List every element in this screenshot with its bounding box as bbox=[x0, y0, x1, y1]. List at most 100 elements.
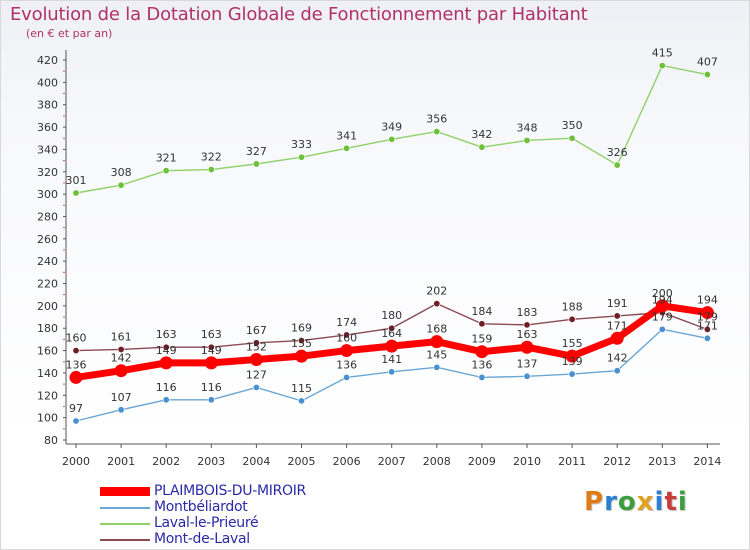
legend-label-plaimbois: PLAIMBOIS-DU-MIROIR bbox=[154, 483, 306, 499]
y-tick-label: 160 bbox=[37, 345, 58, 358]
data-point-plaimbois-du-miroir bbox=[159, 356, 173, 370]
data-point-mont-de-laval bbox=[388, 324, 396, 332]
y-tick-label: 260 bbox=[37, 233, 58, 246]
data-point-laval-le-prieure bbox=[433, 128, 441, 136]
data-label-plaimbois-du-miroir: 160 bbox=[336, 332, 357, 345]
data-label-montbeliardot: 179 bbox=[652, 310, 673, 323]
data-label-laval-le-prieure: 326 bbox=[607, 146, 628, 159]
data-point-plaimbois-du-miroir bbox=[610, 331, 624, 345]
data-point-montbeliardot bbox=[207, 396, 215, 404]
logo-letter: t bbox=[664, 487, 678, 517]
data-label-mont-de-laval: 194 bbox=[652, 294, 673, 307]
data-point-laval-le-prieure bbox=[568, 134, 576, 142]
data-label-plaimbois-du-miroir: 163 bbox=[517, 328, 538, 341]
x-tick-label: 2001 bbox=[107, 455, 135, 468]
data-point-laval-le-prieure bbox=[297, 153, 305, 161]
data-point-mont-de-laval bbox=[568, 315, 576, 323]
chart-title: Evolution de la Dotation Globale de Fonc… bbox=[10, 4, 588, 25]
data-point-plaimbois-du-miroir bbox=[655, 299, 669, 313]
x-tick-label: 2007 bbox=[378, 455, 406, 468]
x-tick-label: 2012 bbox=[603, 455, 631, 468]
data-label-montbeliardot: 141 bbox=[381, 353, 402, 366]
data-label-laval-le-prieure: 308 bbox=[111, 166, 132, 179]
data-label-plaimbois-du-miroir: 171 bbox=[607, 319, 628, 332]
data-point-laval-le-prieure bbox=[72, 189, 80, 197]
data-label-laval-le-prieure: 301 bbox=[66, 174, 87, 187]
data-point-montbeliardot bbox=[658, 325, 666, 333]
data-label-plaimbois-du-miroir: 200 bbox=[652, 287, 673, 300]
x-tick-label: 2013 bbox=[648, 455, 676, 468]
data-label-mont-de-laval: 183 bbox=[517, 306, 538, 319]
data-point-plaimbois-du-miroir bbox=[520, 340, 534, 354]
logo-letter: r bbox=[604, 487, 618, 517]
x-tick-label: 2005 bbox=[288, 455, 316, 468]
legend-swatch-mont-de-laval bbox=[100, 539, 150, 541]
data-label-laval-le-prieure: 341 bbox=[336, 129, 357, 142]
data-point-laval-le-prieure bbox=[478, 143, 486, 151]
y-tick-label: 140 bbox=[37, 367, 58, 380]
data-label-laval-le-prieure: 327 bbox=[246, 145, 267, 158]
data-label-montbeliardot: 107 bbox=[111, 391, 132, 404]
y-tick-label: 180 bbox=[37, 322, 58, 335]
data-label-montbeliardot: 127 bbox=[246, 368, 267, 381]
data-label-laval-le-prieure: 350 bbox=[562, 119, 583, 132]
legend-swatch-plaimbois bbox=[100, 487, 150, 496]
data-label-mont-de-laval: 163 bbox=[201, 328, 222, 341]
y-tick-label: 100 bbox=[37, 412, 58, 425]
data-label-laval-le-prieure: 322 bbox=[201, 151, 222, 164]
data-label-mont-de-laval: 167 bbox=[246, 324, 267, 337]
data-point-plaimbois-du-miroir bbox=[430, 335, 444, 349]
data-point-laval-le-prieure bbox=[658, 62, 666, 70]
data-point-plaimbois-du-miroir bbox=[340, 344, 354, 358]
data-label-montbeliardot: 137 bbox=[517, 357, 538, 370]
data-label-laval-le-prieure: 349 bbox=[381, 120, 402, 133]
data-point-plaimbois-du-miroir bbox=[114, 364, 128, 378]
data-label-mont-de-laval: 191 bbox=[607, 297, 628, 310]
data-label-plaimbois-du-miroir: 155 bbox=[562, 337, 583, 350]
data-point-mont-de-laval bbox=[433, 300, 441, 308]
data-label-montbeliardot: 171 bbox=[697, 319, 718, 332]
data-label-mont-de-laval: 179 bbox=[697, 310, 718, 323]
data-point-montbeliardot bbox=[388, 368, 396, 376]
x-tick-label: 2003 bbox=[197, 455, 225, 468]
x-tick-label: 2010 bbox=[513, 455, 541, 468]
data-point-mont-de-laval bbox=[297, 337, 305, 345]
data-label-plaimbois-du-miroir: 164 bbox=[381, 327, 402, 340]
y-tick-label: 120 bbox=[37, 389, 58, 402]
data-point-plaimbois-du-miroir bbox=[700, 306, 714, 320]
data-label-mont-de-laval: 180 bbox=[381, 309, 402, 322]
logo-letter: x bbox=[636, 487, 655, 517]
data-label-montbeliardot: 139 bbox=[562, 355, 583, 368]
data-point-mont-de-laval bbox=[478, 320, 486, 328]
x-tick-label: 2002 bbox=[152, 455, 180, 468]
data-label-montbeliardot: 142 bbox=[607, 352, 628, 365]
x-tick-label: 2009 bbox=[468, 455, 496, 468]
legend-label-montbeliardot: Montbéliardot bbox=[154, 499, 248, 515]
y-tick-label: 280 bbox=[37, 210, 58, 223]
data-label-laval-le-prieure: 407 bbox=[697, 56, 718, 69]
data-label-mont-de-laval: 160 bbox=[66, 332, 87, 345]
logo-letter: i bbox=[677, 487, 688, 517]
data-label-mont-de-laval: 169 bbox=[291, 322, 312, 335]
data-point-laval-le-prieure bbox=[252, 160, 260, 168]
data-point-montbeliardot bbox=[523, 372, 531, 380]
data-point-plaimbois-du-miroir bbox=[565, 349, 579, 363]
data-label-mont-de-laval: 188 bbox=[562, 300, 583, 313]
y-tick-label: 220 bbox=[37, 278, 58, 291]
y-tick-label: 200 bbox=[37, 300, 58, 313]
chart-subtitle: (en € et par an) bbox=[26, 27, 113, 40]
y-tick-label: 80 bbox=[44, 434, 58, 447]
data-point-laval-le-prieure bbox=[388, 135, 396, 143]
data-label-mont-de-laval: 184 bbox=[471, 305, 492, 318]
data-point-laval-le-prieure bbox=[162, 167, 170, 175]
data-point-mont-de-laval bbox=[117, 345, 125, 353]
data-label-plaimbois-du-miroir: 142 bbox=[111, 352, 132, 365]
data-point-mont-de-laval bbox=[343, 331, 351, 339]
data-label-laval-le-prieure: 333 bbox=[291, 138, 312, 151]
data-label-laval-le-prieure: 321 bbox=[156, 152, 177, 165]
y-tick-label: 400 bbox=[37, 76, 58, 89]
data-label-plaimbois-du-miroir: 149 bbox=[156, 344, 177, 357]
y-tick-label: 360 bbox=[37, 121, 58, 134]
data-point-plaimbois-du-miroir bbox=[249, 353, 263, 367]
